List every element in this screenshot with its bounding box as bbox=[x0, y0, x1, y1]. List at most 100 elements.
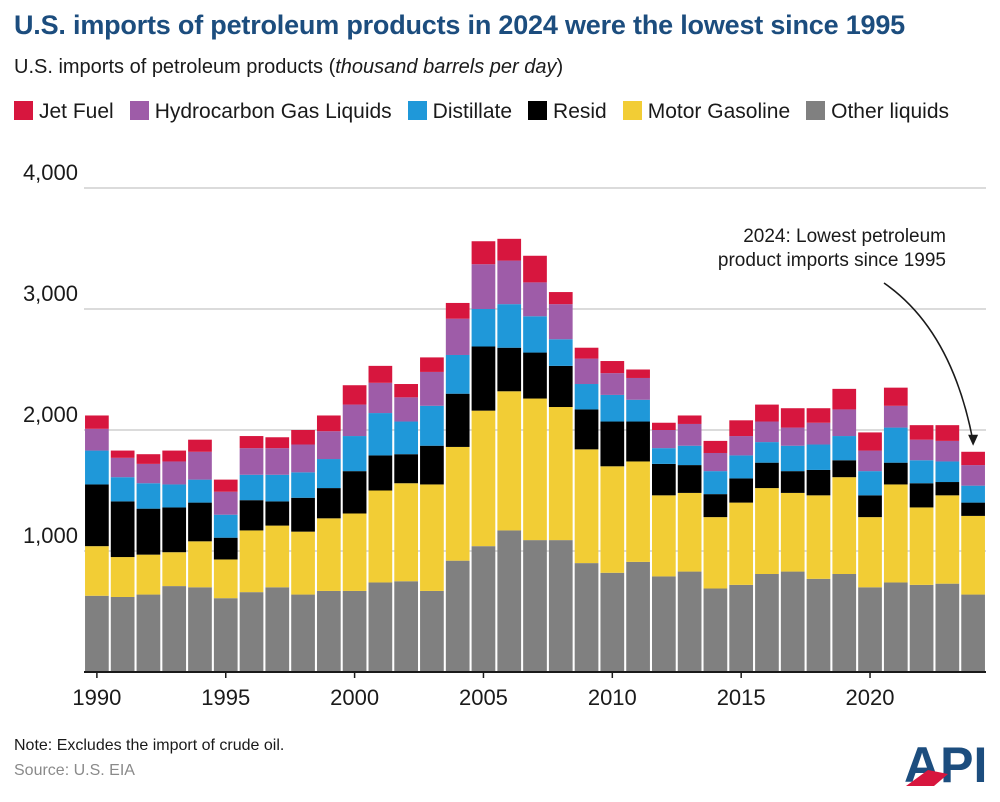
bar-motor-gasoline bbox=[806, 495, 831, 579]
bar-jet-fuel bbox=[316, 415, 341, 432]
bar-hydrocarbon-gas-liquids bbox=[780, 427, 805, 446]
bar-motor-gasoline bbox=[420, 484, 444, 591]
bar-other-liquids bbox=[832, 573, 857, 672]
bar-jet-fuel bbox=[961, 451, 985, 466]
bar-other-liquids bbox=[85, 595, 109, 672]
bar-distillate bbox=[239, 474, 264, 501]
bar-other-liquids bbox=[909, 584, 934, 672]
bar-other-liquids bbox=[445, 560, 470, 672]
bar-jet-fuel bbox=[368, 365, 393, 383]
bar-resid bbox=[961, 502, 985, 516]
legend-item-other-liquids: Other liquids bbox=[806, 93, 949, 130]
bar-hydrocarbon-gas-liquids bbox=[136, 463, 161, 484]
bar-hydrocarbon-gas-liquids bbox=[110, 457, 135, 478]
legend-item-resid: Resid bbox=[528, 93, 607, 130]
bar-resid bbox=[497, 347, 522, 392]
bar-other-liquids bbox=[342, 590, 367, 672]
bar-motor-gasoline bbox=[342, 513, 367, 591]
bar-motor-gasoline bbox=[471, 410, 496, 547]
bar-hydrocarbon-gas-liquids bbox=[471, 264, 496, 309]
bar-resid bbox=[677, 465, 702, 493]
bar-hydrocarbon-gas-liquids bbox=[626, 377, 650, 400]
bar-motor-gasoline bbox=[497, 391, 522, 531]
bar-jet-fuel bbox=[858, 432, 882, 451]
bar-hydrocarbon-gas-liquids bbox=[239, 448, 264, 475]
bar-motor-gasoline bbox=[239, 530, 264, 593]
bar-hydrocarbon-gas-liquids bbox=[291, 444, 315, 473]
bar-motor-gasoline bbox=[368, 490, 393, 583]
legend-label-motor-gasoline: Motor Gasoline bbox=[647, 100, 791, 123]
bar-distillate bbox=[806, 444, 831, 470]
bar-hydrocarbon-gas-liquids bbox=[368, 382, 393, 414]
bar-motor-gasoline bbox=[445, 446, 470, 561]
bar-resid bbox=[729, 478, 754, 503]
bar-other-liquids bbox=[935, 583, 960, 672]
bar-distillate bbox=[368, 413, 393, 456]
bar-hydrocarbon-gas-liquids bbox=[523, 282, 547, 317]
y-tick-label: 4,000 bbox=[23, 160, 78, 185]
bar-hydrocarbon-gas-liquids bbox=[316, 431, 341, 460]
bar-distillate bbox=[600, 394, 625, 422]
y-tick-label: 2,000 bbox=[23, 402, 78, 427]
bar-distillate bbox=[703, 471, 728, 495]
bar-motor-gasoline bbox=[316, 518, 341, 591]
legend-swatch-hydrocarbon-gas-liquids bbox=[129, 101, 149, 120]
chart-title: U.S. imports of petroleum products in 20… bbox=[14, 10, 905, 40]
bar-hydrocarbon-gas-liquids bbox=[574, 358, 599, 385]
bar-jet-fuel bbox=[600, 361, 625, 374]
bar-resid bbox=[652, 463, 676, 496]
x-tick-label: 2000 bbox=[330, 685, 379, 710]
bar-motor-gasoline bbox=[677, 492, 702, 572]
bar-resid bbox=[239, 500, 264, 531]
bar-hydrocarbon-gas-liquids bbox=[162, 461, 187, 485]
bar-hydrocarbon-gas-liquids bbox=[85, 428, 109, 451]
bar-resid bbox=[136, 508, 161, 555]
bar-jet-fuel bbox=[548, 292, 573, 305]
api-logo-swoosh bbox=[906, 770, 948, 786]
bar-motor-gasoline bbox=[188, 541, 212, 588]
bar-jet-fuel bbox=[909, 425, 934, 440]
bar-motor-gasoline bbox=[213, 559, 238, 599]
bar-jet-fuel bbox=[652, 422, 676, 430]
bar-jet-fuel bbox=[85, 415, 109, 429]
bar-resid bbox=[291, 497, 315, 532]
bar-jet-fuel bbox=[755, 404, 779, 422]
bar-distillate bbox=[523, 316, 547, 353]
bar-distillate bbox=[110, 477, 135, 502]
bar-distillate bbox=[162, 484, 187, 508]
bar-jet-fuel bbox=[188, 439, 212, 452]
bar-motor-gasoline bbox=[652, 495, 676, 577]
legend-swatch-distillate bbox=[407, 101, 427, 120]
bar-other-liquids bbox=[420, 590, 444, 672]
bar-other-liquids bbox=[729, 584, 754, 672]
bar-distillate bbox=[291, 472, 315, 498]
bar-other-liquids bbox=[574, 563, 599, 672]
bar-motor-gasoline bbox=[136, 554, 161, 595]
bar-other-liquids bbox=[265, 587, 290, 672]
bar-jet-fuel bbox=[523, 255, 547, 283]
legend-label-other-liquids: Other liquids bbox=[831, 100, 950, 123]
bar-hydrocarbon-gas-liquids bbox=[600, 373, 625, 395]
bar-jet-fuel bbox=[703, 440, 728, 453]
bar-jet-fuel bbox=[832, 388, 857, 410]
bar-resid bbox=[85, 484, 109, 547]
bar-other-liquids bbox=[316, 590, 341, 672]
bar-hydrocarbon-gas-liquids bbox=[858, 450, 882, 472]
bar-hydrocarbon-gas-liquids bbox=[342, 404, 367, 437]
annotation-arrowhead bbox=[968, 434, 979, 446]
bar-jet-fuel bbox=[162, 450, 187, 462]
bar-distillate bbox=[626, 399, 650, 422]
bar-resid bbox=[780, 471, 805, 493]
bar-resid bbox=[806, 469, 831, 496]
bar-distillate bbox=[677, 445, 702, 466]
bar-jet-fuel bbox=[729, 420, 754, 437]
bar-hydrocarbon-gas-liquids bbox=[909, 439, 934, 461]
bar-hydrocarbon-gas-liquids bbox=[729, 436, 754, 456]
bar-hydrocarbon-gas-liquids bbox=[188, 451, 212, 480]
bar-resid bbox=[265, 501, 290, 526]
bar-other-liquids bbox=[291, 594, 315, 672]
bar-other-liquids bbox=[961, 594, 985, 672]
bar-resid bbox=[574, 409, 599, 450]
bar-jet-fuel bbox=[420, 357, 444, 372]
bar-resid bbox=[909, 483, 934, 508]
